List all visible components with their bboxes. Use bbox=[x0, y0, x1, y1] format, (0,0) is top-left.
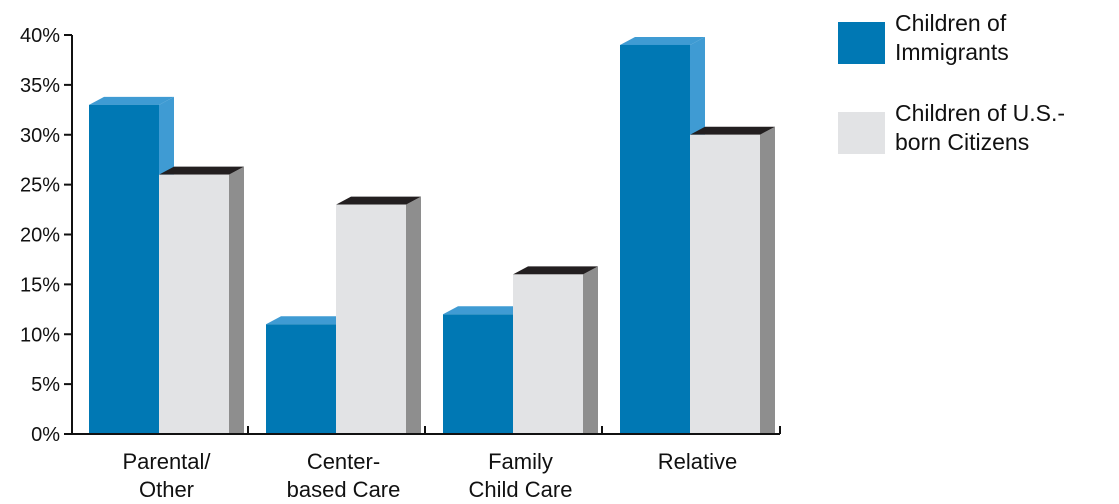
legend-item: Children of U.S.-born Citizens bbox=[838, 100, 1065, 155]
y-tick-label: 15% bbox=[20, 274, 60, 296]
bar-side bbox=[583, 266, 598, 434]
x-axis-labels: Parental/Other Center-based Care Family Chi… bbox=[122, 449, 737, 502]
legend: Children of Immigrants Children of U.S.-bo… bbox=[838, 10, 1065, 155]
y-tick-label: 35% bbox=[20, 75, 60, 97]
bar-top bbox=[443, 306, 528, 315]
bar-front bbox=[513, 274, 583, 434]
y-axis-ticks: 0% 5% 10% 15% 20% 25% 30% 35% 40% bbox=[20, 25, 781, 446]
y-tick-label: 5% bbox=[31, 374, 60, 396]
legend-swatch bbox=[838, 112, 885, 154]
bar-top bbox=[690, 126, 775, 135]
x-category-label: Family Child Care bbox=[469, 449, 573, 502]
y-tick-label: 20% bbox=[20, 225, 60, 247]
legend-item: Children of Immigrants bbox=[838, 10, 1009, 65]
bar bbox=[159, 166, 244, 434]
bar-top bbox=[266, 316, 351, 325]
bar-side bbox=[229, 166, 244, 434]
legend-label: Children of U.S.-born Citizens bbox=[895, 100, 1065, 155]
x-category-label: Relative bbox=[658, 449, 737, 474]
bar-side bbox=[406, 196, 421, 434]
bar-front bbox=[620, 44, 690, 434]
y-tick-label: 25% bbox=[20, 175, 60, 197]
bar-top bbox=[513, 266, 598, 275]
bar-front bbox=[336, 204, 406, 434]
x-category-label: Parental/Other bbox=[122, 449, 211, 502]
bar-front bbox=[266, 324, 336, 434]
x-category-label: Center-based Care bbox=[287, 449, 401, 502]
bar-top bbox=[336, 196, 421, 205]
y-tick-label: 30% bbox=[20, 125, 60, 147]
y-tick-label: 40% bbox=[20, 25, 60, 47]
bar-top bbox=[159, 166, 244, 175]
bar-side bbox=[760, 126, 775, 434]
y-tick-label: 10% bbox=[20, 324, 60, 346]
bar-front bbox=[159, 174, 229, 434]
bar-top bbox=[620, 36, 705, 45]
bar-front bbox=[89, 104, 159, 434]
bar bbox=[513, 266, 598, 434]
bar bbox=[336, 196, 421, 434]
axes bbox=[71, 35, 780, 435]
legend-label: Children of Immigrants bbox=[895, 10, 1009, 65]
bar-front bbox=[690, 134, 760, 434]
bar bbox=[690, 126, 775, 434]
bar-front bbox=[443, 314, 513, 434]
bar-top bbox=[89, 96, 174, 105]
legend-swatch bbox=[838, 22, 885, 64]
y-tick-label: 0% bbox=[31, 424, 60, 446]
bars bbox=[89, 36, 775, 434]
